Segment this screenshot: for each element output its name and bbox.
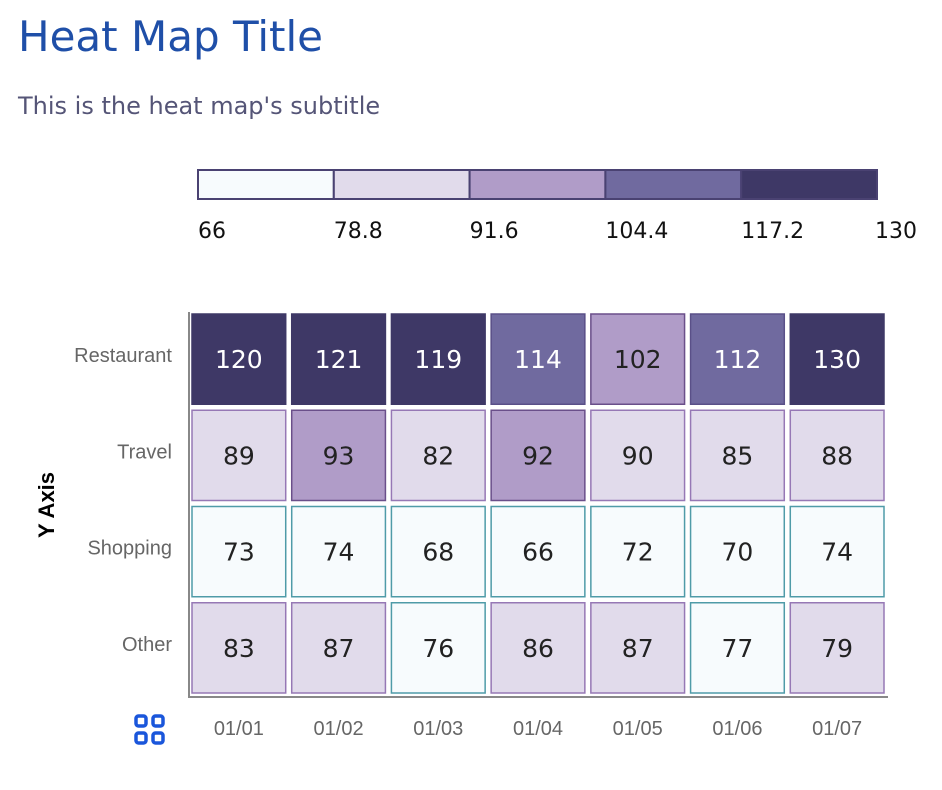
heatmap-cell[interactable]: [590, 505, 686, 598]
heatmap-cell[interactable]: [689, 409, 786, 502]
x-tick-label: 01/02: [314, 718, 364, 740]
cell-value-label: 73: [223, 538, 255, 567]
cell-value-label: 74: [821, 538, 853, 567]
heatmap-cell[interactable]: [490, 602, 586, 694]
cell-value-label: 92: [522, 441, 554, 470]
color-legend: 66 78.8 91.6 104.4 117.2 130: [197, 169, 917, 244]
legend-swatch: [332, 169, 471, 200]
heatmap-cell[interactable]: [191, 409, 287, 502]
cell-value-label: 130: [813, 345, 861, 374]
legend-swatch: [197, 169, 335, 200]
legend-tick-label: 130: [875, 219, 917, 244]
legend-swatch: [468, 169, 607, 200]
cell-value-label: 120: [215, 345, 263, 374]
x-tick-label: 01/05: [613, 718, 663, 740]
cell-value-label: 88: [821, 441, 853, 470]
cell-value-label: 76: [422, 634, 454, 663]
x-tick-label: 01/01: [214, 718, 264, 740]
heatmap-cell[interactable]: [590, 313, 686, 405]
cell-value-label: 112: [714, 345, 762, 374]
heatmap-cell[interactable]: [590, 602, 686, 694]
x-tick-label: 01/07: [812, 718, 862, 740]
cell-value-label: 119: [414, 345, 462, 374]
y-axis-title: Y Axis: [34, 472, 59, 538]
heatmap-cell[interactable]: [789, 313, 885, 405]
legend-swatch: [604, 169, 743, 200]
heatmap-cell[interactable]: [490, 409, 586, 502]
chart-title: Heat Map Title: [18, 12, 323, 61]
cell-value-label: 79: [821, 634, 853, 663]
heatmap-cell[interactable]: [390, 505, 486, 598]
heatmap-cell[interactable]: [689, 313, 786, 405]
heatmap-cell[interactable]: [191, 602, 287, 694]
heatmap-cell[interactable]: [490, 313, 586, 405]
cell-value-label: 121: [315, 345, 363, 374]
heatmap-cell[interactable]: [789, 505, 885, 598]
cell-value-label: 77: [722, 634, 754, 663]
cell-value-label: 114: [514, 345, 562, 374]
cell-value-label: 74: [323, 538, 355, 567]
y-tick-label: Restaurant: [74, 345, 172, 367]
legend-swatch: [740, 169, 879, 200]
cell-value-label: 102: [614, 345, 662, 374]
cell-value-label: 89: [223, 441, 255, 470]
heatmap-cell[interactable]: [789, 409, 885, 502]
heatmap-cell[interactable]: [290, 505, 387, 598]
cell-value-label: 82: [422, 441, 454, 470]
heatmap-cell[interactable]: [191, 313, 287, 405]
cell-value-label: 85: [722, 441, 754, 470]
heatmap-cell[interactable]: [390, 313, 486, 405]
heatmap-cell[interactable]: [191, 505, 287, 598]
heatmap-cell[interactable]: [290, 409, 387, 502]
grid-icon[interactable]: [134, 714, 165, 745]
legend-tick-label: 91.6: [470, 219, 519, 244]
cell-value-label: 83: [223, 634, 255, 663]
heatmap-cell[interactable]: [789, 602, 885, 694]
legend-tick-label: 104.4: [605, 219, 668, 244]
heatmap-cell[interactable]: [490, 505, 586, 598]
cell-value-label: 87: [323, 634, 355, 663]
heatmap-cell[interactable]: [590, 409, 686, 502]
legend-tick-label: 78.8: [334, 219, 383, 244]
legend-tick-label: 66: [198, 219, 226, 244]
heatmap-cell[interactable]: [689, 505, 786, 598]
x-tick-label: 01/03: [413, 718, 463, 740]
y-tick-label: Other: [122, 634, 172, 656]
y-tick-label: Travel: [117, 441, 172, 463]
heatmap-cell[interactable]: [290, 313, 387, 405]
cell-value-label: 68: [422, 538, 454, 567]
y-tick-label: Shopping: [87, 538, 172, 560]
cell-value-label: 90: [622, 441, 654, 470]
cell-value-label: 86: [522, 634, 554, 663]
x-tick-label: 01/04: [513, 718, 563, 740]
heatmap-cells: 120 121 119 114 102 112 130 89 93 82 92 90 85 88 73 74 6…: [74, 313, 885, 740]
heatmap-cell[interactable]: [290, 602, 387, 694]
cell-value-label: 93: [323, 441, 355, 470]
cell-value-label: 87: [622, 634, 654, 663]
chart-subtitle: This is the heat map's subtitle: [18, 92, 381, 120]
heatmap-cell[interactable]: [390, 409, 486, 502]
legend-tick-label: 117.2: [741, 219, 804, 244]
cell-value-label: 70: [722, 538, 754, 567]
heatmap-cell[interactable]: [689, 602, 786, 694]
cell-value-label: 66: [522, 538, 554, 567]
cell-value-label: 72: [622, 538, 654, 567]
x-tick-label: 01/06: [712, 718, 762, 740]
heatmap-cell[interactable]: [390, 602, 486, 694]
